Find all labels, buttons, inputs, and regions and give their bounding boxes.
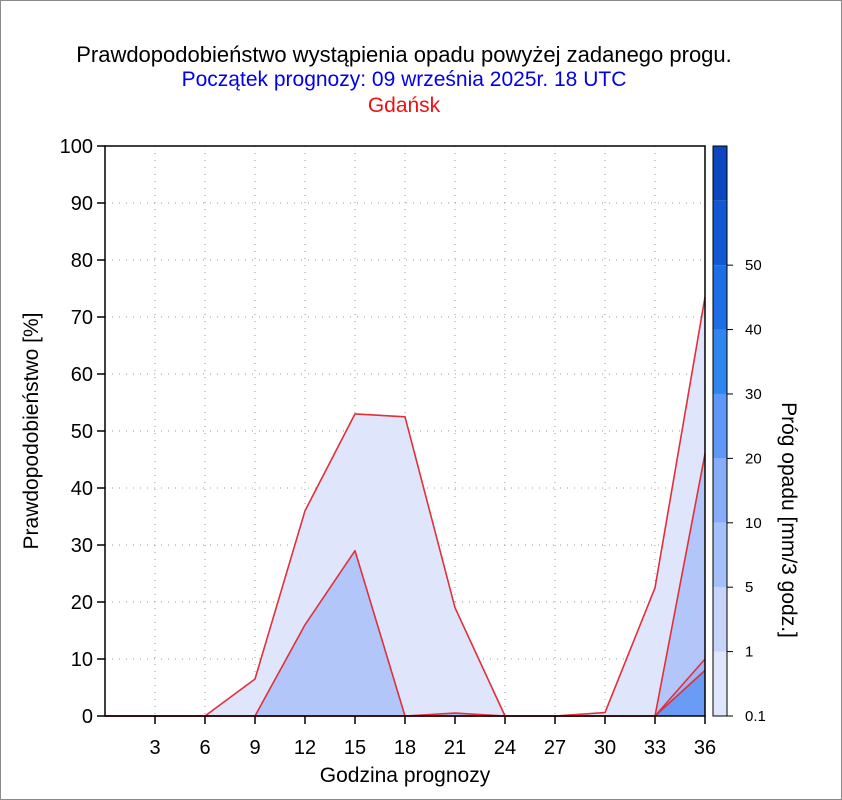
colorbar-band <box>713 651 727 716</box>
chart-subtitle: Początek prognozy: 09 września 2025r. 18… <box>181 68 627 91</box>
y-tick-label: 50 <box>71 421 93 443</box>
y-axis-title: Prawdopodobieństwo [%] <box>20 313 43 550</box>
x-tick-label: 33 <box>644 737 666 759</box>
y-tick-label: 80 <box>71 250 93 272</box>
x-tick-label: 24 <box>494 737 516 759</box>
colorbar-tick-label: 30 <box>745 386 762 403</box>
colorbar-tick-label: 50 <box>745 257 762 274</box>
x-tick-label: 18 <box>394 737 416 759</box>
x-tick-label: 9 <box>249 737 260 759</box>
colorbar-tick-label: 20 <box>745 450 762 467</box>
colorbar-band <box>713 587 727 652</box>
series-areas <box>105 297 705 716</box>
y-tick-label: 100 <box>60 136 93 158</box>
colorbar-band <box>713 393 727 459</box>
colorbar-band <box>713 458 727 523</box>
x-tick-label: 15 <box>344 737 366 759</box>
chart-location: Gdańsk <box>367 94 441 117</box>
y-tick-label: 20 <box>71 592 93 614</box>
y-tick-label: 0 <box>82 706 93 728</box>
x-axis: 3 6 9 12 15 18 21 24 27 30 33 36 <box>149 716 716 759</box>
x-tick-label: 27 <box>544 737 566 759</box>
y-tick-label: 40 <box>71 478 93 500</box>
colorbar: 0.1 1 5 10 20 30 40 50 <box>712 145 766 725</box>
colorbar-band <box>713 265 727 330</box>
x-tick-label: 3 <box>149 737 160 759</box>
y-tick-label: 60 <box>71 364 93 386</box>
colorbar-tick-label: 1 <box>745 644 753 661</box>
colorbar-band <box>713 146 727 201</box>
y-tick-label: 10 <box>71 649 93 671</box>
x-tick-label: 12 <box>294 737 316 759</box>
colorbar-tick-label: 10 <box>745 515 762 532</box>
chart-title: Prawdopodobieństwo wystąpienia opadu pow… <box>76 42 732 67</box>
x-tick-label: 36 <box>694 737 716 759</box>
y-tick-label: 70 <box>71 307 93 329</box>
colorbar-title: Próg opadu [mm/3 godz.] <box>777 402 800 638</box>
colorbar-band <box>713 200 727 266</box>
colorbar-tick-label: 5 <box>745 579 753 596</box>
area-threshold-0.1 <box>105 297 705 716</box>
colorbar-border <box>712 145 728 717</box>
x-tick-label: 6 <box>199 737 210 759</box>
colorbar-tick-label: 40 <box>745 322 762 339</box>
colorbar-tick-label: 0.1 <box>745 708 766 725</box>
y-tick-label: 90 <box>71 193 93 215</box>
x-tick-label: 30 <box>594 737 616 759</box>
y-axis: 0 10 20 30 40 50 60 70 80 90 100 <box>60 136 105 728</box>
colorbar-band <box>713 329 727 394</box>
colorbar-band <box>713 522 727 588</box>
x-axis-title: Godzina prognozy <box>320 764 491 787</box>
y-tick-label: 30 <box>71 535 93 557</box>
x-tick-label: 21 <box>444 737 466 759</box>
